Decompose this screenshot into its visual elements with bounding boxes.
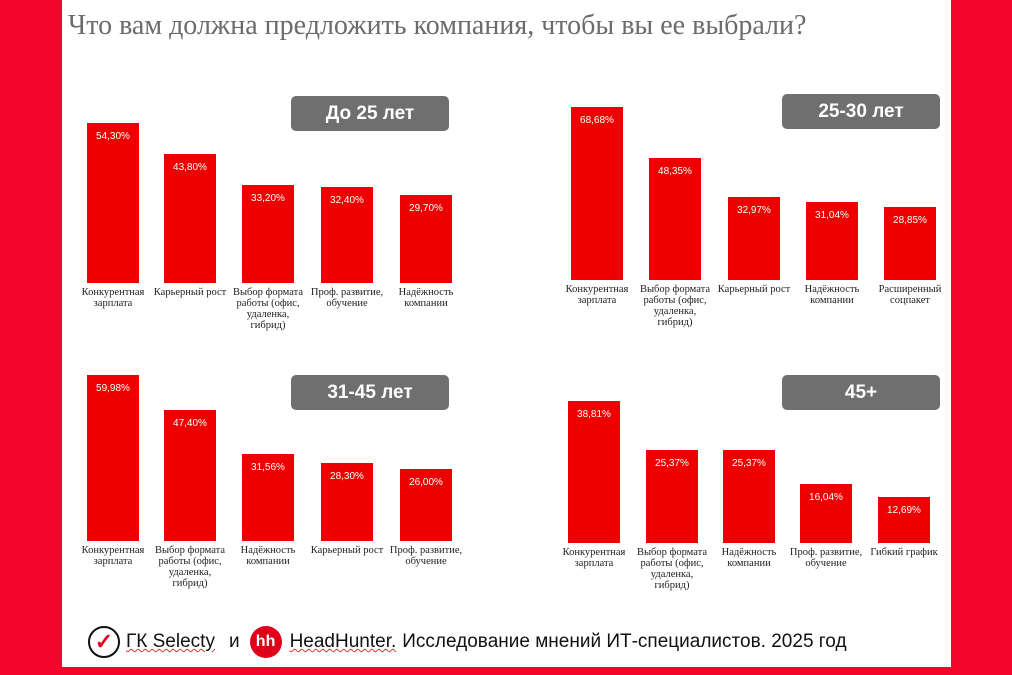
bar xyxy=(164,409,216,541)
category-label: Карьерный рост xyxy=(153,287,227,298)
bar xyxy=(164,153,216,283)
category-label: Конкурентная зарплата xyxy=(565,284,629,306)
category-label: Карьерный рост xyxy=(310,545,384,556)
data-label: 33,20% xyxy=(251,193,285,205)
page-title: Что вам должна предложить компания, чтоб… xyxy=(68,10,807,41)
chart-title-badge: До 25 лет xyxy=(291,96,449,131)
data-label: 28,30% xyxy=(330,470,364,482)
footer: ✓ ГК Selecty и hh HeadHunter. Исследован… xyxy=(88,622,847,662)
org2: HeadHunter. xyxy=(289,631,397,652)
category-label: Выбор формата работы (офис, удаленка, ги… xyxy=(232,287,303,331)
category-label: Выбор формата работы (офис, удаленка, ги… xyxy=(636,547,707,591)
footer-rest: Исследование мнений ИТ-специалистов. 202… xyxy=(402,631,847,652)
category-label: Надёжность компании xyxy=(398,287,454,309)
bar xyxy=(571,106,623,280)
data-label: 31,56% xyxy=(251,461,285,473)
category-label: Гибкий график xyxy=(870,547,938,558)
data-label: 26,00% xyxy=(409,476,443,488)
category-label: Надёжность компании xyxy=(804,284,860,306)
category-label: Надёжность компании xyxy=(721,547,777,569)
selecty-logo-icon: ✓ xyxy=(88,626,120,658)
bar xyxy=(568,401,620,543)
data-label: 47,40% xyxy=(173,417,207,429)
data-label: 28,85% xyxy=(893,215,927,227)
bar xyxy=(884,207,936,280)
bar xyxy=(649,158,701,280)
bar xyxy=(806,201,858,280)
org1: ГК Selecty xyxy=(126,631,215,652)
category-label: Конкурентная зарплата xyxy=(81,545,145,567)
bar xyxy=(878,496,930,543)
bar xyxy=(321,462,373,541)
data-label: 38,81% xyxy=(577,409,611,421)
headhunter-logo-icon: hh xyxy=(249,626,282,658)
data-label: 31,04% xyxy=(815,209,849,221)
chart-title-badge: 31-45 лет xyxy=(291,375,449,410)
category-label: Проф. развитие, обучение xyxy=(389,545,463,567)
chart-title-badge: 45+ xyxy=(782,375,940,410)
bar xyxy=(400,195,452,283)
data-label: 48,35% xyxy=(658,166,692,178)
bar xyxy=(87,374,139,541)
data-label: 54,30% xyxy=(96,130,130,142)
bar xyxy=(87,122,139,283)
category-label: Надёжность компании xyxy=(240,545,296,567)
category-label: Конкурентная зарплата xyxy=(562,547,626,569)
data-label: 68,68% xyxy=(580,114,614,126)
data-label: 25,37% xyxy=(655,458,689,470)
bar xyxy=(321,187,373,283)
data-label: 43,80% xyxy=(173,161,207,173)
and-text: и xyxy=(228,631,240,652)
bar xyxy=(242,185,294,283)
category-label: Выбор формата работы (офис, удаленка, ги… xyxy=(154,545,225,589)
data-label: 32,40% xyxy=(330,195,364,207)
category-label: Карьерный рост xyxy=(717,284,791,295)
data-label: 32,97% xyxy=(737,204,771,216)
bar xyxy=(728,196,780,280)
chart-title-badge: 25-30 лет xyxy=(782,94,940,129)
category-label: Выбор формата работы (офис, удаленка, ги… xyxy=(639,284,710,328)
category-label: Проф. развитие, обучение xyxy=(789,547,863,569)
data-label: 25,37% xyxy=(732,458,766,470)
bar xyxy=(800,484,852,543)
category-label: Расширенный соцпакет xyxy=(878,284,942,306)
data-label: 16,04% xyxy=(809,492,843,504)
category-label: Проф. развитие, обучение xyxy=(310,287,384,309)
category-label: Конкурентная зарплата xyxy=(81,287,145,309)
data-label: 59,98% xyxy=(96,382,130,394)
bar xyxy=(646,450,698,543)
bar xyxy=(723,450,775,543)
data-label: 29,70% xyxy=(409,203,443,215)
data-label: 12,69% xyxy=(887,504,921,516)
bar xyxy=(400,468,452,541)
bar xyxy=(242,453,294,541)
